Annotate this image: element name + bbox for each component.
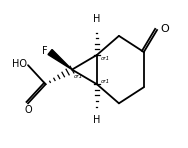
Text: HO: HO — [11, 59, 27, 69]
Text: H: H — [93, 115, 101, 125]
Text: O: O — [161, 24, 169, 34]
Text: F: F — [42, 46, 48, 56]
Text: or1: or1 — [74, 74, 83, 79]
Polygon shape — [48, 49, 72, 70]
Text: H: H — [93, 14, 101, 24]
Text: or1: or1 — [101, 56, 110, 61]
Text: or1: or1 — [101, 79, 110, 83]
Text: O: O — [24, 105, 32, 115]
